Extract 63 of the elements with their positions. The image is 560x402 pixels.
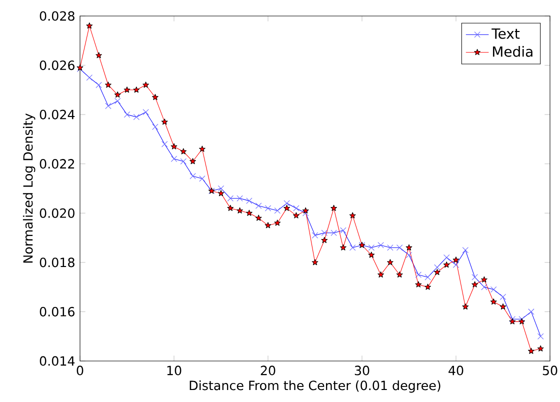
point (368, 252, 375, 258)
y-tick-label: 0.016 (40, 306, 74, 316)
y-tick-label: 0.028 (40, 11, 74, 21)
point (415, 281, 422, 288)
point (199, 146, 206, 152)
point (472, 281, 478, 288)
point (255, 214, 262, 221)
point (481, 276, 488, 282)
point (340, 244, 346, 250)
point (227, 204, 234, 211)
point (236, 207, 243, 214)
point (490, 298, 497, 305)
legend-label: Media (492, 46, 532, 57)
point (462, 303, 469, 310)
x-tick-label: 10 (167, 366, 182, 376)
x-tick-label: 40 (448, 366, 464, 376)
point (152, 94, 158, 100)
point (218, 190, 224, 196)
point (387, 259, 394, 266)
y-tick-label: 0.020 (40, 208, 74, 218)
point (293, 212, 300, 218)
point (142, 82, 149, 88)
point (105, 82, 112, 88)
point (124, 86, 130, 93)
point (537, 345, 544, 352)
y-tick-label: 0.018 (40, 258, 74, 268)
point (133, 86, 140, 93)
point (378, 271, 384, 278)
point (330, 204, 337, 211)
x-tick-label: 0 (76, 366, 84, 376)
point (246, 210, 252, 216)
point (443, 262, 450, 268)
point (452, 256, 460, 263)
point (434, 268, 440, 276)
x-tick-label: 20 (260, 366, 276, 376)
legend-label: Text (492, 28, 520, 39)
y-axis-title: Normalized Log Density (22, 114, 36, 263)
x-tick-label: 50 (542, 366, 558, 376)
point (96, 52, 102, 58)
point (424, 284, 431, 290)
point (284, 204, 290, 211)
point (396, 271, 403, 278)
point (114, 92, 121, 98)
point (161, 118, 168, 125)
point (190, 158, 196, 164)
point (349, 212, 356, 218)
point (180, 148, 187, 154)
point (86, 22, 93, 29)
point (274, 220, 281, 226)
x-tick-label: 30 (354, 366, 370, 376)
y-tick-label: 0.026 (40, 60, 74, 70)
point (528, 348, 534, 354)
point (312, 259, 318, 266)
y-tick-label: 0.024 (40, 110, 75, 120)
y-tick-label: 0.014 (40, 356, 75, 366)
point (321, 236, 328, 243)
point (170, 143, 178, 150)
x-axis-title: Distance From the Center (0.01 degree) (190, 380, 440, 393)
y-tick-label: 0.022 (40, 159, 74, 169)
point (264, 222, 272, 228)
point (406, 244, 412, 250)
point (500, 303, 506, 310)
point (302, 207, 309, 214)
